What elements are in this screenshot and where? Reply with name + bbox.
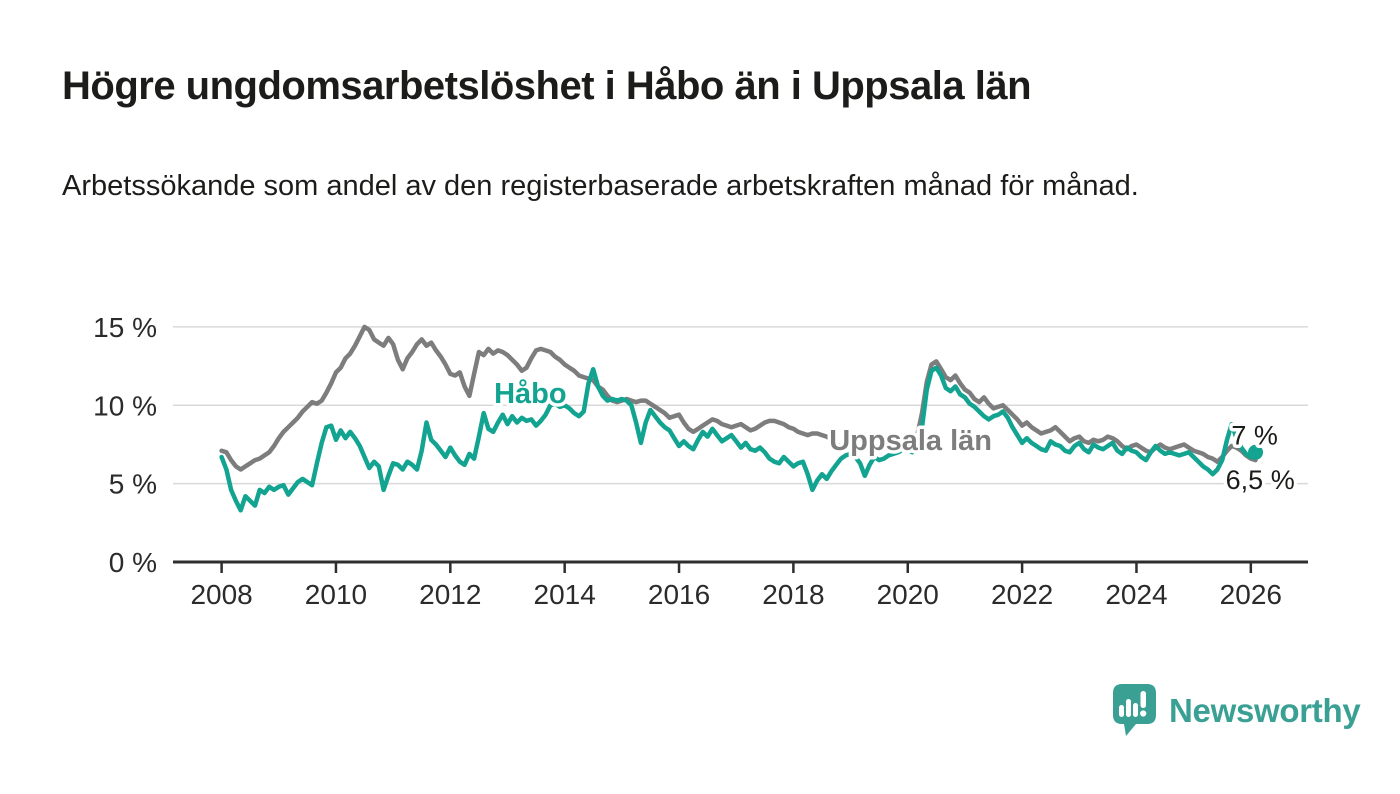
newsworthy-logo: Newsworthy xyxy=(1112,684,1361,737)
x-tick-label: 2012 xyxy=(419,579,481,610)
y-tick-label: 15 % xyxy=(93,312,157,343)
y-tick-label: 0 % xyxy=(109,547,157,578)
x-tick-label: 2014 xyxy=(534,579,596,610)
x-tick-label: 2016 xyxy=(648,579,710,610)
newsworthy-logo-icon xyxy=(1113,684,1156,736)
x-tick-label: 2018 xyxy=(762,579,824,610)
series-label-uppsala: Uppsala län xyxy=(829,425,992,457)
page-title: Högre ungdomsarbetslöshet i Håbo än i Up… xyxy=(62,64,1032,108)
y-tick-label: 5 % xyxy=(109,469,157,500)
y-tick-label: 10 % xyxy=(93,390,157,421)
x-tick-label: 2026 xyxy=(1220,579,1282,610)
x-tick-label: 2010 xyxy=(305,579,367,610)
x-tick-label: 2020 xyxy=(877,579,939,610)
x-tick-label: 2008 xyxy=(190,579,252,610)
series-label-habo: Håbo xyxy=(494,378,567,410)
newsworthy-logo-text: Newsworthy xyxy=(1169,691,1361,729)
last-point-dot xyxy=(1248,444,1264,460)
x-tick-label: 2022 xyxy=(991,579,1053,610)
x-tick-label: 2024 xyxy=(1105,579,1167,610)
page-subtitle: Arbetssökande som andel av den registerb… xyxy=(62,170,1139,202)
series-line-uppsala xyxy=(219,324,1258,472)
end-value-habo: 7 % xyxy=(1231,420,1278,450)
end-value-uppsala: 6,5 % xyxy=(1226,465,1295,495)
series-line-habo xyxy=(219,365,1258,513)
